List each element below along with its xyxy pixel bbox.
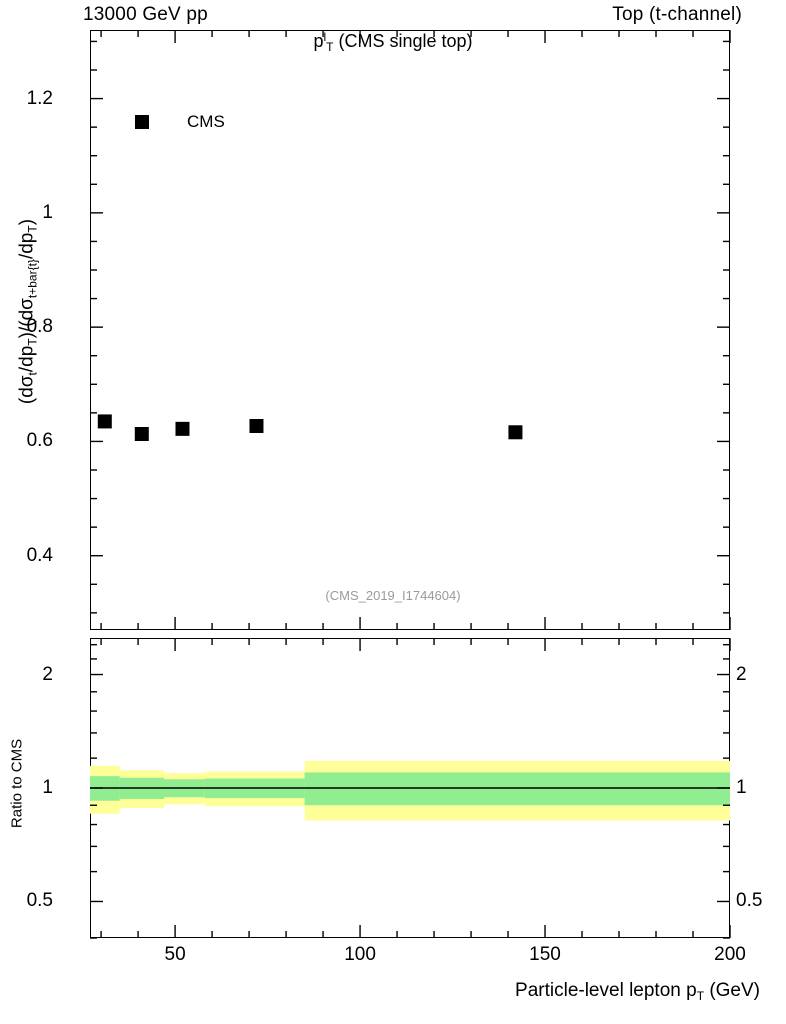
x-tick-label-3: 200 [714, 944, 746, 965]
header-collision-energy: 13000 GeV pp [83, 4, 208, 25]
ylabel-part-5: t+bar{t} [25, 259, 40, 299]
ylabel-part-8: ) [16, 218, 38, 226]
header-process: Top (t-channel) [612, 4, 742, 25]
y-tick-label-ratio-right-0: 2 [736, 663, 747, 685]
legend-marker-cms [135, 115, 149, 129]
x-tick-label-2: 150 [529, 944, 561, 965]
plot-title-rest: (CMS single top) [338, 31, 473, 51]
legend: CMS [135, 112, 225, 132]
x-axis-label: Particle-level lepton pT (GeV) [0, 980, 760, 1003]
analysis-watermark: (CMS_2019_I1744604) [325, 588, 461, 603]
y-axis-label-ratio: Ratio to CMS [8, 738, 26, 829]
ratio-plot-panel [90, 638, 730, 938]
x-tick-label-1: 100 [344, 944, 376, 965]
plot-title: plT (CMS single top) [0, 30, 786, 54]
y-tick-label-ratio-left-0: 2 [42, 663, 53, 685]
plot-title-p: p [313, 31, 324, 51]
legend-label-cms: CMS [187, 112, 225, 131]
x-tick-label-0: 50 [164, 944, 186, 965]
y-tick-label-ratio-left-1: 1 [42, 777, 53, 798]
ylabel-part-6: /dp [16, 232, 38, 260]
y-tick-label-ratio-right-1: 1 [736, 777, 747, 798]
main-plot-panel [90, 30, 730, 630]
y-tick-label-main-0: 1.2 [26, 87, 53, 109]
x-axis-label-subscript: T [696, 989, 705, 1003]
y-tick-label-main-3: 0.6 [26, 430, 53, 452]
ylabel-part-3: T [25, 338, 40, 346]
x-axis-label-unit: (GeV) [709, 980, 760, 1001]
y-tick-label-main-1: 1 [42, 201, 53, 223]
y-tick-label-ratio-left-2: 0.5 [26, 890, 53, 912]
ylabel-part-0: (dσ [16, 375, 38, 405]
y-tick-label-ratio-right-2: 0.5 [736, 890, 763, 912]
ylabel-part-1: t [25, 372, 40, 376]
ylabel-part-2: /dp [16, 345, 38, 373]
y-tick-label-main-2: 0.8 [26, 316, 53, 338]
ylabel-part-7: T [25, 225, 40, 233]
x-axis-label-main: Particle-level lepton p [515, 980, 697, 1001]
plot-title-subscript: T [326, 40, 334, 54]
plot-title-superscript: l [323, 30, 327, 44]
y-tick-label-main-4: 0.4 [26, 544, 53, 566]
